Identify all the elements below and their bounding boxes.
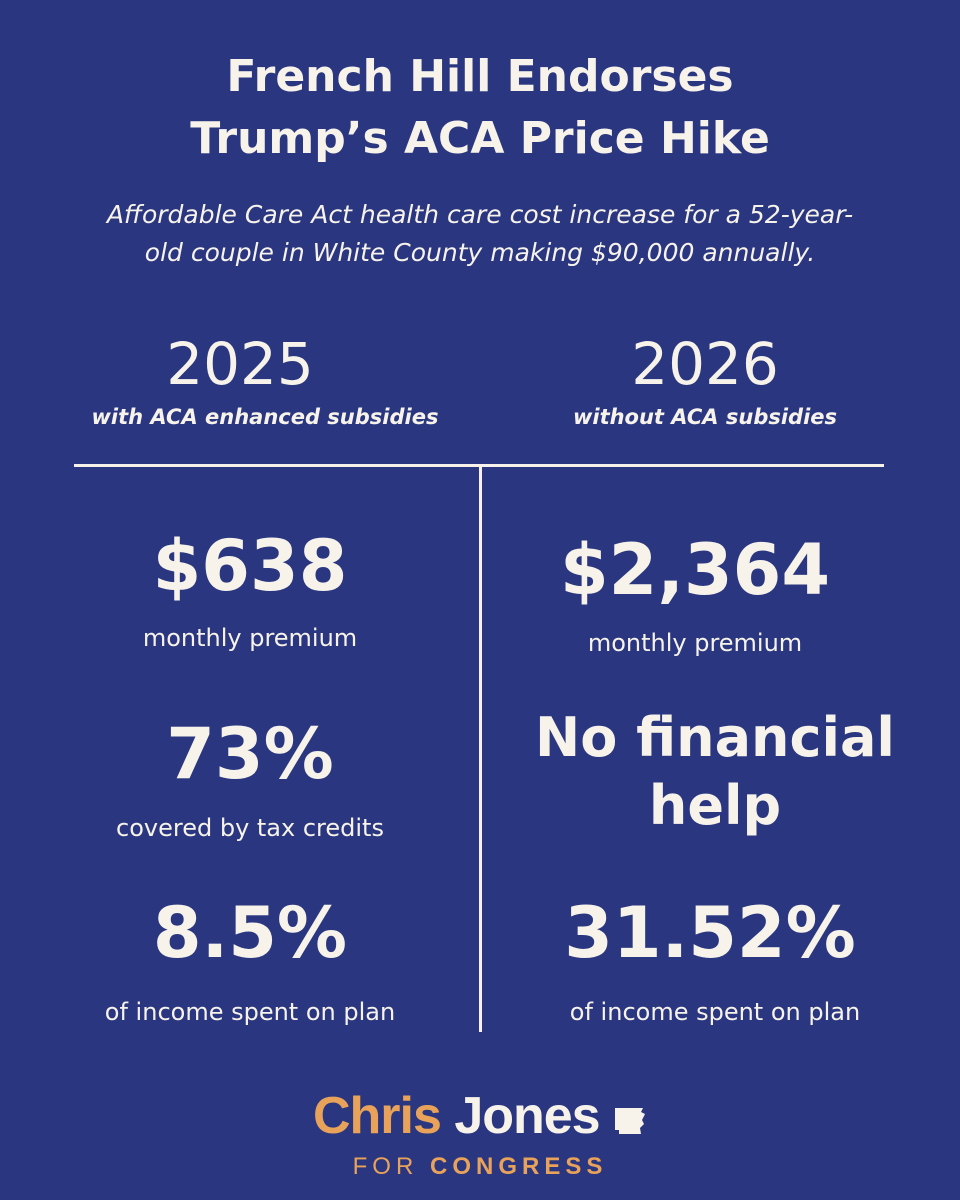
- right-premium-value: $2,364: [559, 529, 831, 611]
- headline: French Hill Endorses Trump’s ACA Price H…: [0, 46, 960, 170]
- subtitle-line-1: Affordable Care Act health care cost inc…: [106, 200, 854, 229]
- right-help-line-1: No financial: [535, 706, 895, 769]
- right-income-value: 31.52%: [564, 892, 856, 974]
- arkansas-state-icon: [613, 1089, 647, 1149]
- right-premium-label: monthly premium: [587, 629, 803, 657]
- subtitle: Affordable Care Act health care cost inc…: [40, 196, 920, 272]
- vertical-divider: [479, 466, 482, 1032]
- subtitle-line-2: old couple in White County making $90,00…: [144, 238, 816, 267]
- left-income-value: 8.5%: [152, 892, 348, 974]
- left-coverage-value: 73%: [166, 713, 334, 795]
- logo-last-name: Jones: [454, 1087, 600, 1145]
- logo-first-name: Chris: [312, 1087, 442, 1145]
- year-2026-note: without ACA subsidies: [572, 405, 838, 429]
- tagline-for: FOR: [352, 1153, 419, 1180]
- right-help-line-2: help: [648, 774, 782, 837]
- headline-line-1: French Hill Endorses: [226, 51, 734, 102]
- left-coverage-label: covered by tax credits: [116, 814, 384, 842]
- tagline-congress: CONGRESS: [429, 1153, 608, 1180]
- campaign-tagline: FOR CONGRESS: [0, 1152, 960, 1182]
- year-2026: 2026: [631, 330, 779, 398]
- horizontal-divider: [74, 464, 884, 467]
- left-premium-value: $638: [152, 525, 348, 607]
- headline-line-2: Trump’s ACA Price Hike: [190, 113, 770, 164]
- year-2025: 2025: [166, 330, 314, 398]
- year-2025-note: with ACA enhanced subsidies: [91, 405, 439, 429]
- campaign-logo: Chris Jones: [0, 1086, 960, 1149]
- right-income-label: of income spent on plan: [569, 998, 861, 1026]
- left-income-label: of income spent on plan: [104, 998, 396, 1026]
- left-premium-label: monthly premium: [142, 624, 358, 652]
